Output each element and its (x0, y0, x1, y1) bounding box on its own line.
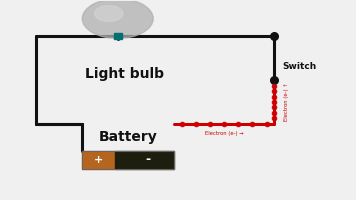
Bar (114, 33, 122, 39)
Text: +: + (94, 155, 103, 165)
Text: Light bulb: Light bulb (85, 67, 164, 81)
Bar (82, 151, 174, 169)
Text: Battery: Battery (99, 130, 158, 144)
Bar (82, 151, 115, 169)
Text: -: - (145, 153, 150, 166)
Text: Electron (e-) →: Electron (e-) → (205, 131, 244, 136)
Text: Electron (e-) ↑: Electron (e-) ↑ (284, 83, 289, 121)
Circle shape (95, 6, 123, 22)
Circle shape (82, 0, 153, 38)
Bar (115, 151, 174, 169)
Text: Switch: Switch (283, 62, 317, 71)
